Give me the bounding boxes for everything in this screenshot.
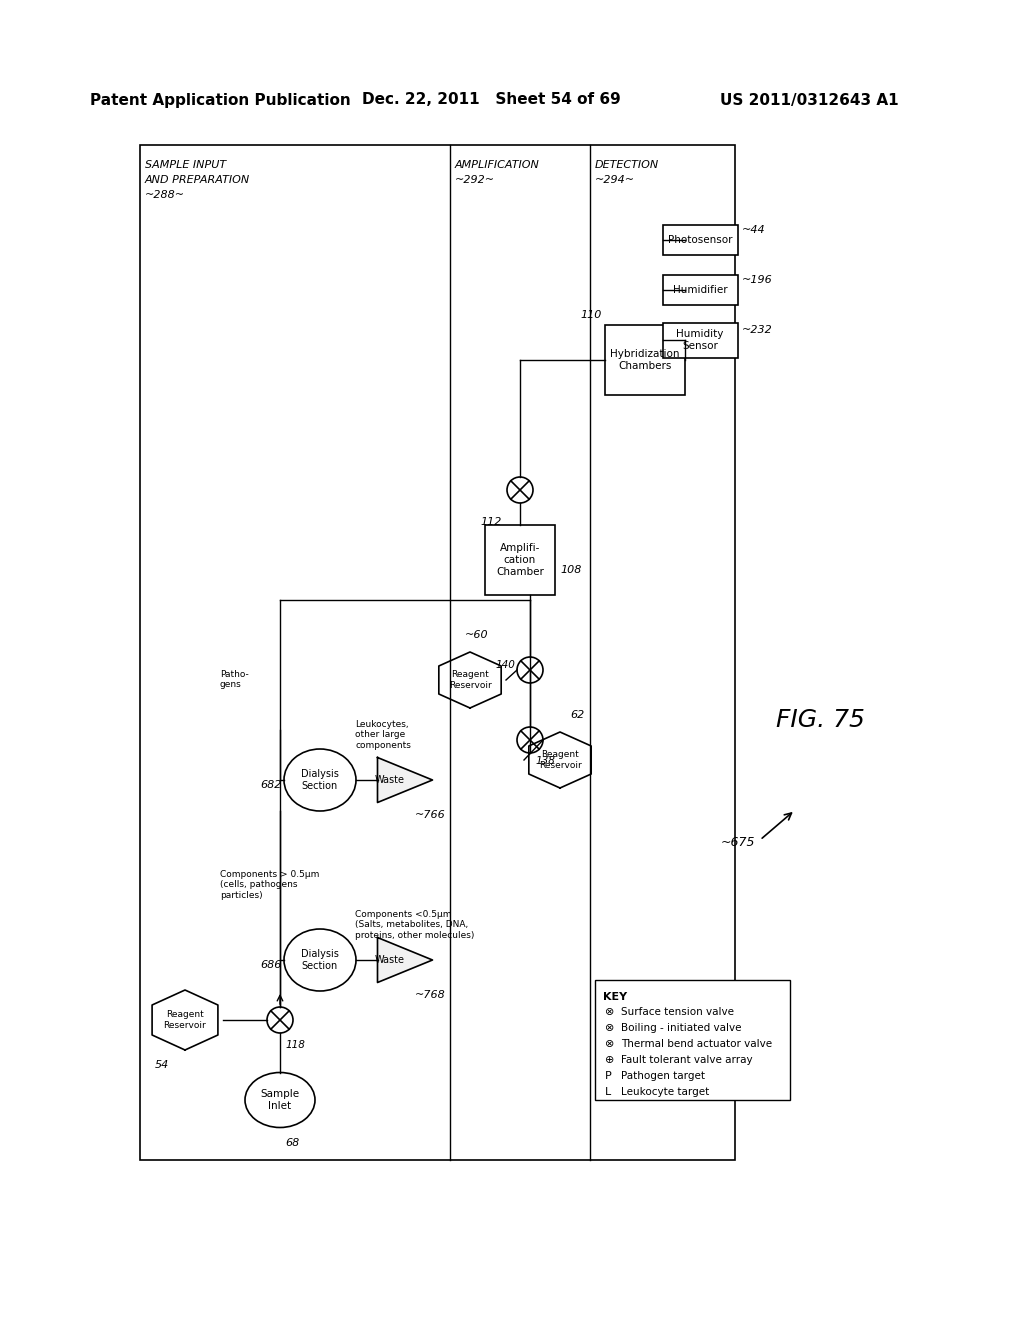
- Text: Reagent
Reservoir: Reagent Reservoir: [164, 1010, 207, 1030]
- Text: ⊗: ⊗: [605, 1007, 614, 1016]
- Text: Sample
Inlet: Sample Inlet: [260, 1089, 300, 1111]
- Text: Dialysis
Section: Dialysis Section: [301, 949, 339, 970]
- Bar: [663, 275, 737, 305]
- Text: 686: 686: [260, 960, 282, 970]
- Text: 108: 108: [560, 565, 582, 576]
- Text: ~44: ~44: [742, 224, 766, 235]
- Text: KEY: KEY: [603, 993, 627, 1002]
- Text: FIG. 75: FIG. 75: [775, 708, 864, 733]
- Bar: [595, 979, 790, 1100]
- Text: 112: 112: [480, 517, 502, 527]
- Text: ~294~: ~294~: [595, 176, 635, 185]
- Text: ~292~: ~292~: [455, 176, 496, 185]
- Bar: [663, 224, 737, 255]
- Text: Components <0.5µm
(Salts, metabolites, DNA,
proteins, other molecules): Components <0.5µm (Salts, metabolites, D…: [355, 909, 474, 940]
- Text: 140: 140: [495, 660, 515, 671]
- Text: DETECTION: DETECTION: [595, 160, 659, 170]
- Text: P: P: [605, 1071, 611, 1081]
- Text: Dialysis
Section: Dialysis Section: [301, 770, 339, 791]
- Text: Leukocytes,
other large
components: Leukocytes, other large components: [355, 719, 411, 750]
- Text: ~766: ~766: [415, 810, 445, 820]
- Text: Patent Application Publication: Patent Application Publication: [90, 92, 351, 107]
- Text: Waste: Waste: [375, 775, 406, 785]
- Text: Humidity
Sensor: Humidity Sensor: [676, 329, 724, 351]
- Text: ⊗: ⊗: [605, 1023, 614, 1034]
- Text: AND PREPARATION: AND PREPARATION: [145, 176, 250, 185]
- Text: Humidifier: Humidifier: [673, 285, 727, 294]
- Text: ~60: ~60: [465, 630, 488, 640]
- Text: ~288~: ~288~: [145, 190, 185, 201]
- Bar: [140, 145, 735, 1160]
- Text: ⊗: ⊗: [605, 1039, 614, 1049]
- Text: 138: 138: [535, 756, 555, 766]
- Polygon shape: [378, 937, 432, 982]
- Text: 54: 54: [155, 1060, 169, 1071]
- Text: 62: 62: [570, 710, 585, 719]
- Bar: [605, 325, 685, 395]
- Text: Boiling - initiated valve: Boiling - initiated valve: [621, 1023, 741, 1034]
- Text: 118: 118: [285, 1040, 305, 1049]
- Text: 110: 110: [580, 310, 601, 319]
- Text: US 2011/0312643 A1: US 2011/0312643 A1: [720, 92, 899, 107]
- Bar: [663, 322, 737, 358]
- Text: Surface tension valve: Surface tension valve: [621, 1007, 734, 1016]
- Text: Patho-
gens: Patho- gens: [220, 671, 249, 689]
- Text: ~196: ~196: [742, 275, 773, 285]
- Text: Reagent
Reservoir: Reagent Reservoir: [449, 671, 492, 689]
- Text: L: L: [605, 1086, 611, 1097]
- Text: Photosensor: Photosensor: [668, 235, 732, 246]
- Text: Amplifi-
cation
Chamber: Amplifi- cation Chamber: [496, 543, 544, 577]
- Text: Thermal bend actuator valve: Thermal bend actuator valve: [621, 1039, 772, 1049]
- Text: Reagent
Reservoir: Reagent Reservoir: [539, 750, 582, 770]
- Text: SAMPLE INPUT: SAMPLE INPUT: [145, 160, 226, 170]
- Text: 682: 682: [260, 780, 282, 789]
- Bar: [485, 525, 555, 595]
- Text: Dec. 22, 2011   Sheet 54 of 69: Dec. 22, 2011 Sheet 54 of 69: [362, 92, 621, 107]
- Polygon shape: [378, 758, 432, 803]
- Text: AMPLIFICATION: AMPLIFICATION: [455, 160, 540, 170]
- Text: Waste: Waste: [375, 954, 406, 965]
- Text: Fault tolerant valve array: Fault tolerant valve array: [621, 1055, 753, 1065]
- Text: ~232: ~232: [742, 325, 773, 335]
- Text: Components > 0.5µm
(cells, pathogens
particles): Components > 0.5µm (cells, pathogens par…: [220, 870, 319, 900]
- Text: ~675: ~675: [721, 836, 755, 849]
- Text: Leukocyte target: Leukocyte target: [621, 1086, 710, 1097]
- Text: 68: 68: [285, 1138, 299, 1148]
- Text: Pathogen target: Pathogen target: [621, 1071, 705, 1081]
- Text: Hybridization
Chambers: Hybridization Chambers: [610, 348, 680, 371]
- Text: ~768: ~768: [415, 990, 445, 1001]
- Text: ⊕: ⊕: [605, 1055, 614, 1065]
